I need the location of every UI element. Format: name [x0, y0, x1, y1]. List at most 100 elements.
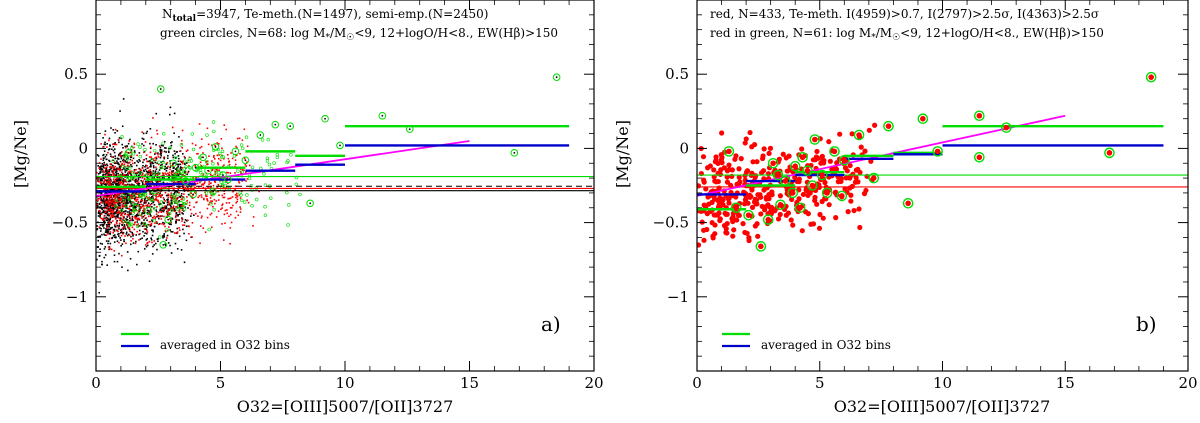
- point-semi-empirical: [119, 152, 121, 155]
- point-semi-empirical: [117, 179, 120, 181]
- point-semi-empirical: [99, 230, 102, 232]
- point-te-method: [734, 217, 740, 223]
- x-tick-label: 15: [460, 374, 479, 392]
- point-te-method: [140, 203, 142, 206]
- point-green: [139, 212, 143, 216]
- point-te-method: [108, 204, 110, 207]
- highlight-circle: [932, 146, 943, 157]
- point-semi-empirical: [156, 215, 158, 218]
- point-semi-empirical: [125, 169, 128, 172]
- point-semi-empirical: [106, 179, 109, 182]
- point-te-method: [105, 188, 107, 191]
- point-semi-empirical: [125, 204, 128, 207]
- point-te-method: [236, 198, 239, 201]
- point-semi-empirical: [102, 159, 105, 161]
- point-semi-empirical: [108, 225, 110, 228]
- point-semi-empirical: [122, 179, 124, 182]
- point-semi-empirical: [113, 234, 116, 236]
- point-semi-empirical: [128, 189, 130, 191]
- point-semi-empirical: [148, 171, 150, 174]
- point-te-method: [109, 175, 112, 177]
- point-semi-empirical: [142, 204, 144, 206]
- point-te-method: [115, 188, 117, 190]
- point-te-method: [168, 226, 170, 228]
- point-semi-empirical: [129, 201, 131, 203]
- highlight-dot: [870, 175, 877, 181]
- point-te-method: [211, 160, 213, 162]
- point-te-method: [116, 193, 119, 196]
- point-semi-empirical: [96, 195, 98, 198]
- point-semi-empirical: [104, 254, 107, 256]
- point-te-method: [221, 223, 223, 225]
- point-semi-empirical: [106, 219, 109, 222]
- point-te-method: [137, 193, 139, 196]
- highlight-dot: [809, 182, 816, 189]
- point-te-method: [119, 182, 122, 185]
- point-green: [172, 196, 177, 200]
- point-semi-empirical: [102, 163, 105, 166]
- point-te-method: [158, 177, 161, 180]
- point-te-method: [175, 214, 177, 217]
- point-semi-empirical: [114, 171, 117, 173]
- point-semi-empirical: [106, 183, 108, 185]
- point-te-method: [160, 218, 163, 220]
- point-te-method: [158, 145, 161, 147]
- point-te-method: [202, 184, 205, 186]
- point-te-method: [134, 217, 137, 220]
- point-semi-empirical: [98, 254, 101, 257]
- point-te-method: [145, 204, 147, 207]
- point-semi-empirical: [155, 112, 158, 115]
- point-semi-empirical: [146, 171, 149, 174]
- point-te-method: [172, 205, 175, 207]
- point-te-method: [232, 190, 234, 193]
- point-semi-empirical: [174, 242, 177, 245]
- point-te-method: [204, 189, 207, 191]
- point-green: [122, 199, 127, 203]
- point-te-method: [252, 225, 254, 227]
- point-te-method: [130, 219, 132, 221]
- point-te-method: [143, 214, 146, 217]
- point-semi-empirical: [164, 243, 166, 246]
- point-te-method: [113, 161, 116, 164]
- point-te-method: [106, 146, 108, 148]
- point-te-method: [165, 237, 168, 239]
- point-te-method: [156, 192, 158, 195]
- point-semi-empirical: [129, 243, 132, 246]
- point-semi-empirical: [169, 106, 172, 109]
- point-semi-empirical: [178, 235, 181, 238]
- point-semi-empirical: [158, 189, 160, 191]
- point-te-method: [200, 138, 203, 140]
- point-te-method: [120, 219, 122, 222]
- point-te-method: [109, 194, 112, 196]
- point-te-method: [102, 196, 105, 199]
- point-te-method: [745, 200, 751, 206]
- point-te-method: [170, 171, 173, 173]
- x-tick-label: 5: [216, 374, 226, 392]
- point-te-method: [180, 198, 183, 201]
- point-semi-empirical: [119, 152, 122, 154]
- point-semi-empirical: [101, 233, 103, 236]
- point-semi-empirical: [129, 158, 132, 161]
- point-te-method: [742, 229, 748, 236]
- point-green: [141, 195, 146, 200]
- point-te-method: [207, 143, 210, 146]
- point-semi-empirical: [117, 158, 119, 160]
- point-te-method: [148, 240, 151, 243]
- point-te-method: [107, 199, 110, 201]
- point-te-method: [117, 139, 120, 141]
- point-te-method: [96, 177, 98, 180]
- point-semi-empirical: [97, 205, 99, 208]
- point-te-method: [141, 131, 144, 133]
- point-semi-empirical: [102, 171, 104, 173]
- point-te-method: [103, 180, 106, 182]
- point-semi-empirical: [120, 173, 122, 176]
- point-semi-empirical: [156, 173, 158, 175]
- point-te-method: [124, 197, 127, 199]
- point-green: [254, 197, 259, 202]
- highlight-circle: [787, 187, 799, 199]
- highlight-dot: [758, 243, 764, 250]
- point-green: [262, 172, 266, 176]
- point-te-method: [761, 146, 767, 152]
- point-te-method: [110, 208, 112, 211]
- point-te-method: [153, 215, 156, 218]
